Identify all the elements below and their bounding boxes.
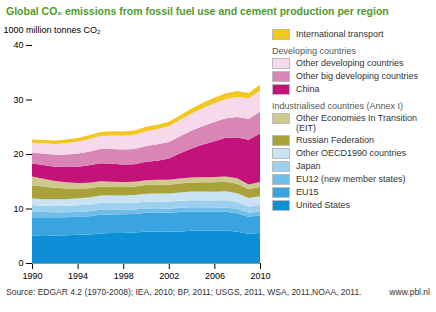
svg-text:30: 30 — [13, 95, 23, 105]
html-text:Global CO₂ emissions from foss: Global CO₂ emissions from fossil fuel us… — [6, 5, 389, 17]
html-text:www.pbl.nl: www.pbl.nl — [389, 287, 430, 297]
svg-text:2010: 2010 — [250, 271, 270, 281]
html-text:United States: United States — [296, 200, 350, 210]
html-text:Other developing countries: Other developing countries — [296, 58, 404, 68]
html-text:EU12 (new member states): EU12 (new member states) — [296, 174, 406, 184]
html-text:China: China — [296, 84, 320, 94]
html-text:Other OECD1990 countries: Other OECD1990 countries — [296, 148, 407, 158]
svg-text:20: 20 — [13, 149, 23, 159]
svg-text:1990: 1990 — [22, 271, 42, 281]
svg-text:10: 10 — [13, 204, 23, 214]
svg-text:2002: 2002 — [159, 271, 179, 281]
svg-text:0: 0 — [18, 258, 23, 268]
svg-text:1998: 1998 — [114, 271, 134, 281]
svg-text:1000 million tonnes CO₂: 1000 million tonnes CO₂ — [4, 25, 102, 35]
html-text:Other Economies In Transition: Other Economies In Transition (EIT) — [296, 113, 418, 133]
html-text:Industrialised countries (Anne: Industrialised countries (Annex I) — [272, 101, 404, 111]
html-text:Other big developing countries: Other big developing countries — [296, 71, 419, 81]
html-text:Japan: Japan — [296, 161, 321, 171]
html-text:International transport: International transport — [296, 29, 384, 39]
html-text:Source: EDGAR 4.2 (1970-2008);: Source: EDGAR 4.2 (1970-2008); IEA, 2010… — [6, 287, 362, 297]
svg-text:2006: 2006 — [205, 271, 225, 281]
html-text:Developing countries: Developing countries — [272, 46, 357, 56]
svg-text:1994: 1994 — [68, 271, 88, 281]
html-text:Russian Federation: Russian Federation — [296, 135, 374, 145]
svg-text:40: 40 — [13, 40, 23, 50]
html-text:EU15: EU15 — [296, 187, 319, 197]
